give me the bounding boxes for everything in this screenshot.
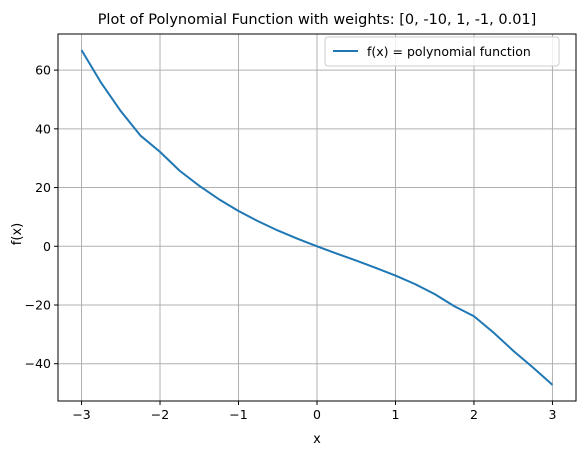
chart-title: Plot of Polynomial Function with weights… bbox=[98, 12, 537, 28]
grid-lines bbox=[58, 34, 576, 401]
y-tick-label: 60 bbox=[35, 63, 51, 78]
x-tick-label: −2 bbox=[151, 407, 169, 422]
x-tick-label: −1 bbox=[229, 407, 247, 422]
x-tick-label: 1 bbox=[392, 407, 400, 422]
axis-ticks: −3 −2 −1 0 1 2 3 −40 −20 0 20 40 60 bbox=[25, 63, 557, 422]
legend-label: f(x) = polynomial function bbox=[367, 44, 531, 59]
y-tick-label: 20 bbox=[35, 180, 51, 195]
x-tick-label: −3 bbox=[72, 407, 90, 422]
legend: f(x) = polynomial function bbox=[325, 37, 559, 66]
x-tick-label: 3 bbox=[548, 407, 556, 422]
y-tick-label: 0 bbox=[43, 239, 51, 254]
y-axis-label: f(x) bbox=[10, 223, 25, 245]
y-tick-label: 40 bbox=[35, 121, 51, 136]
x-tick-label: 0 bbox=[313, 407, 321, 422]
x-tick-label: 2 bbox=[470, 407, 478, 422]
y-tick-label: −20 bbox=[25, 297, 51, 312]
x-axis-label: x bbox=[313, 432, 321, 447]
y-tick-label: −40 bbox=[25, 356, 51, 371]
